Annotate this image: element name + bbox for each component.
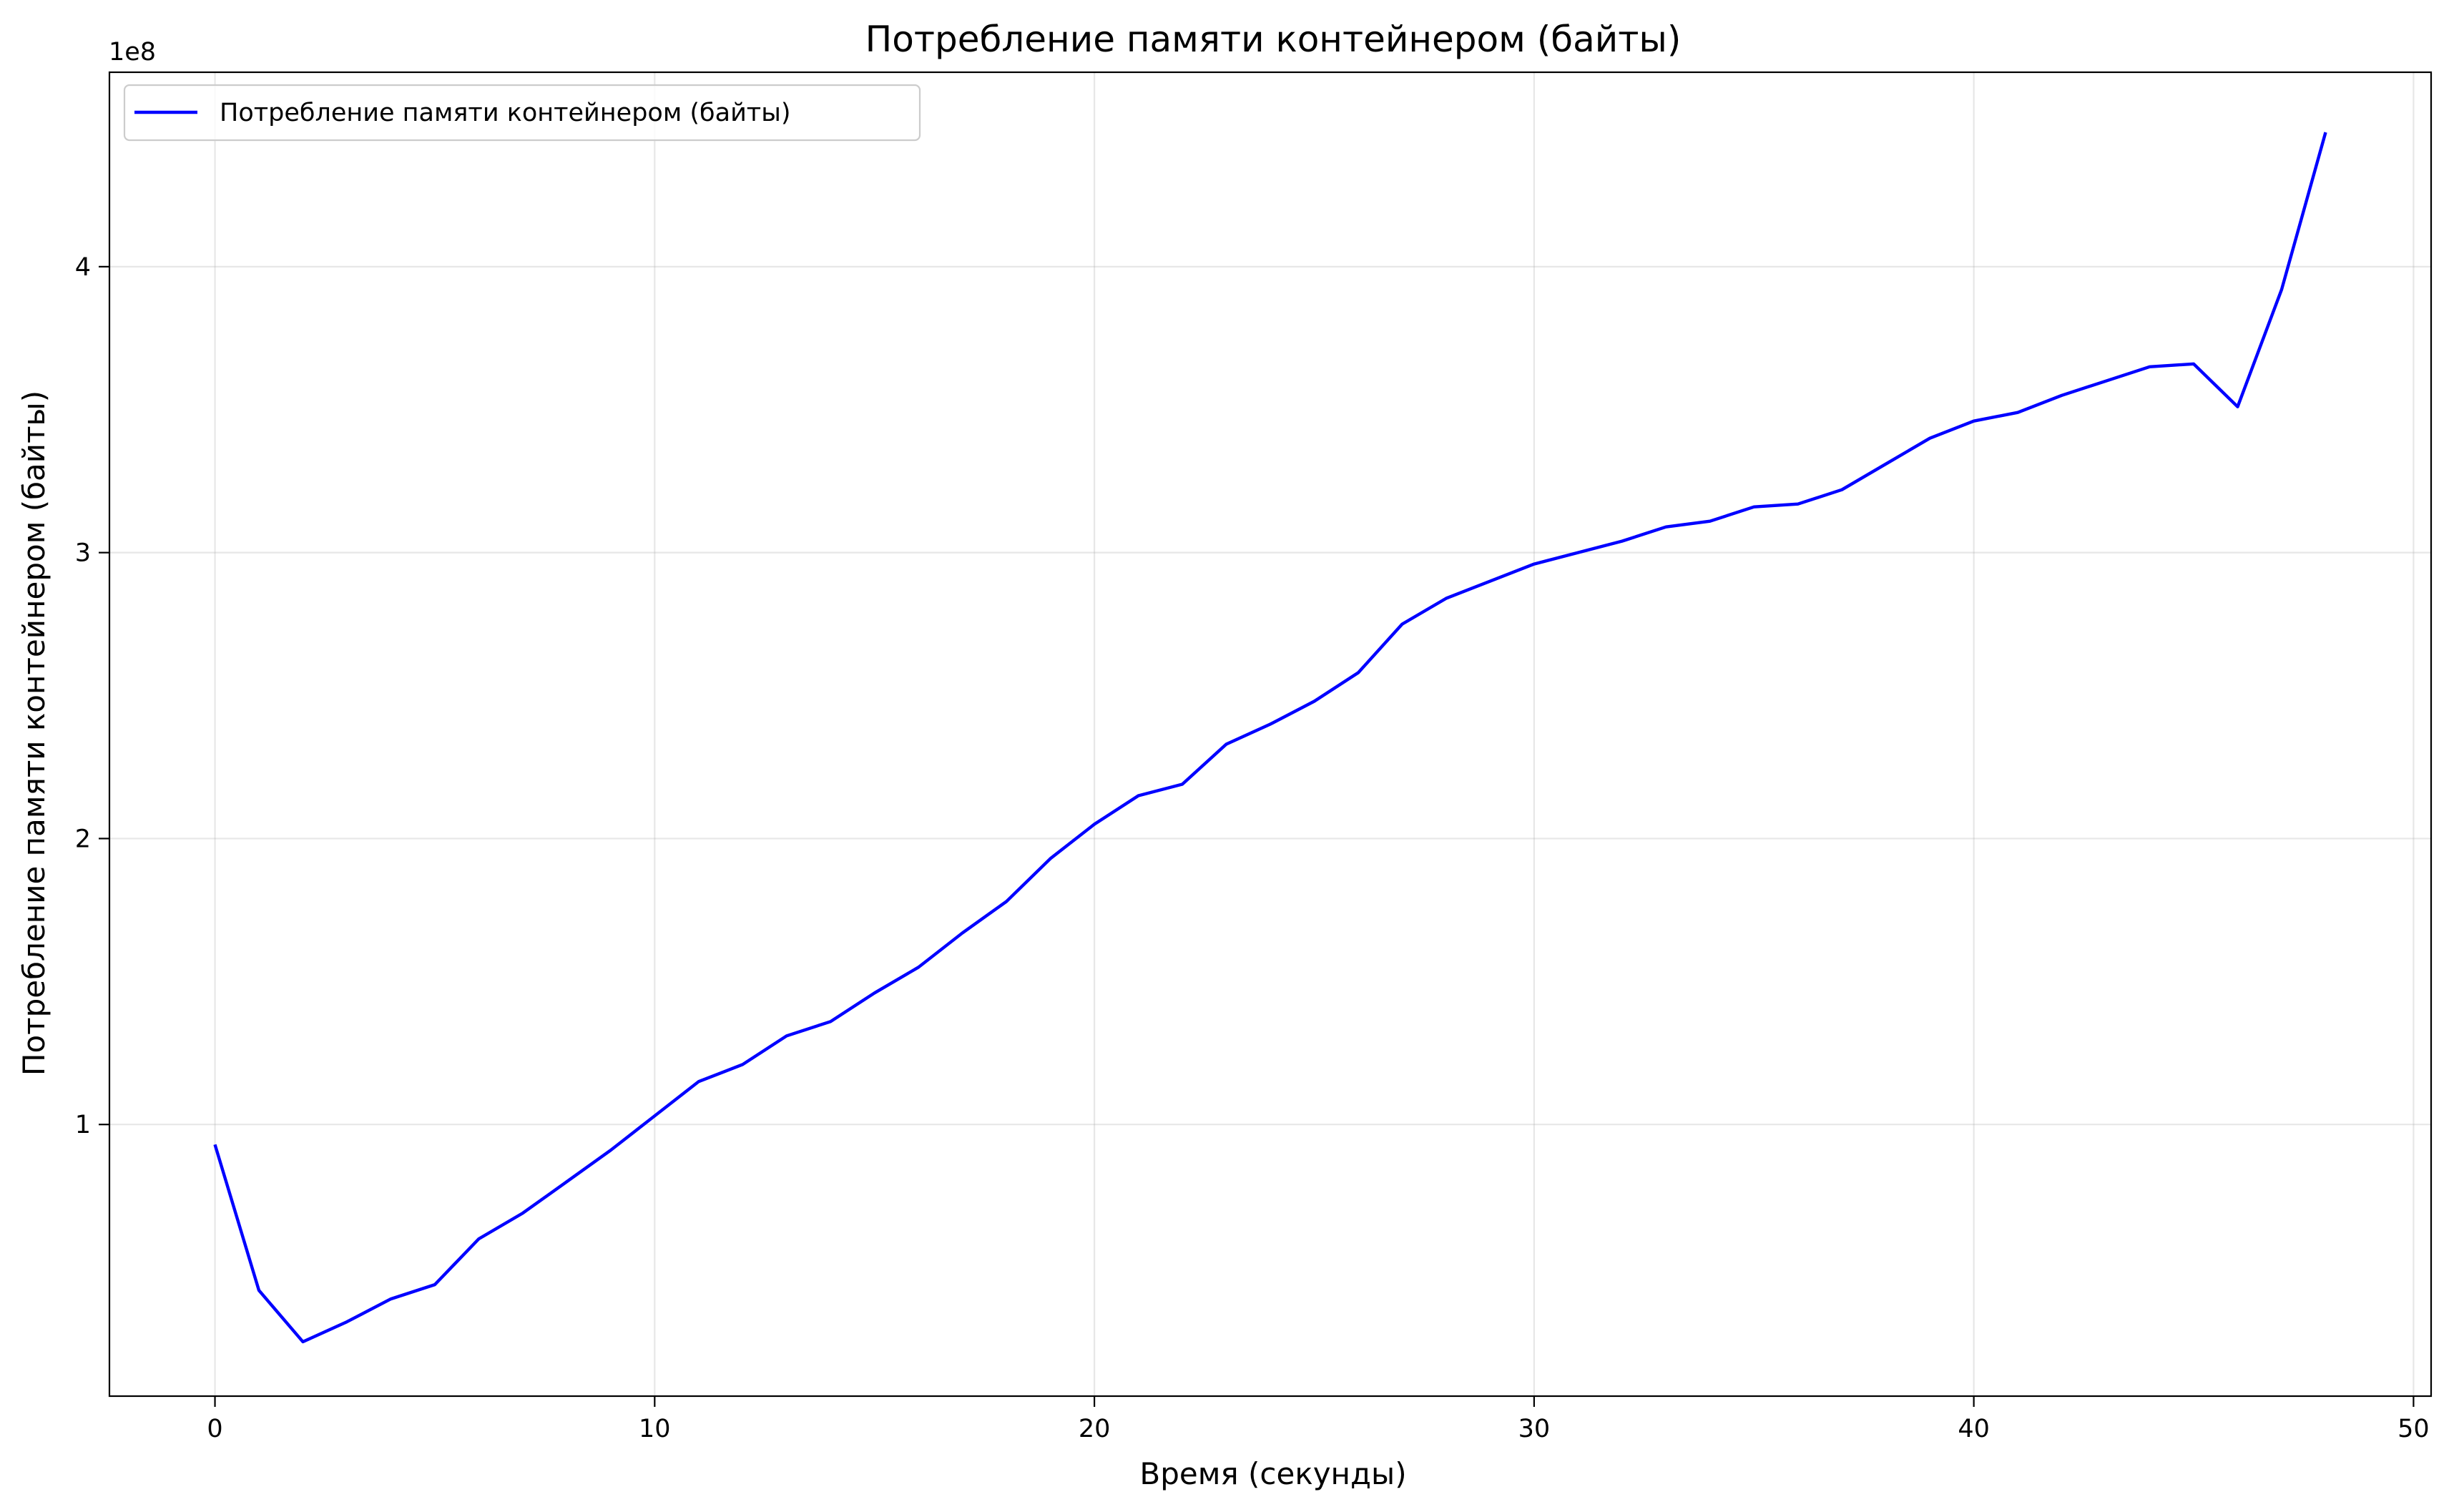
- chart-title: Потребление памяти контейнером (байты): [865, 19, 1682, 60]
- x-tick-label: 40: [1958, 1415, 1990, 1443]
- legend: Потребление памяти контейнером (байты): [123, 84, 921, 142]
- x-tick-label: 10: [639, 1415, 671, 1443]
- y-tick-label: 1: [75, 1111, 91, 1139]
- x-tick-label: 0: [207, 1415, 222, 1443]
- series-line: [213, 132, 2327, 1344]
- legend-label: Потребление памяти контейнером (байты): [220, 99, 791, 127]
- y-tick-label: 4: [75, 253, 91, 282]
- x-axis-label: Время (секунды): [1139, 1456, 1406, 1491]
- y-axis-ticks: 1 2 3 4: [75, 253, 109, 1139]
- x-tick-label: 50: [2397, 1415, 2430, 1443]
- legend-box: [123, 84, 921, 142]
- x-tick-label: 30: [1518, 1415, 1551, 1443]
- x-tick-label: 20: [1079, 1415, 1111, 1443]
- plot-area-frame: [108, 71, 2433, 1398]
- x-axis-ticks: 0 10 20 30 40 50: [207, 1396, 2430, 1443]
- grid-lines: [109, 72, 2431, 1396]
- y-tick-label: 3: [75, 539, 91, 568]
- y-tick-label: 2: [75, 825, 91, 853]
- y-axis-offset-label: 1e8: [109, 38, 156, 67]
- y-axis-label: Потребление памяти контейнером (байты): [16, 391, 51, 1076]
